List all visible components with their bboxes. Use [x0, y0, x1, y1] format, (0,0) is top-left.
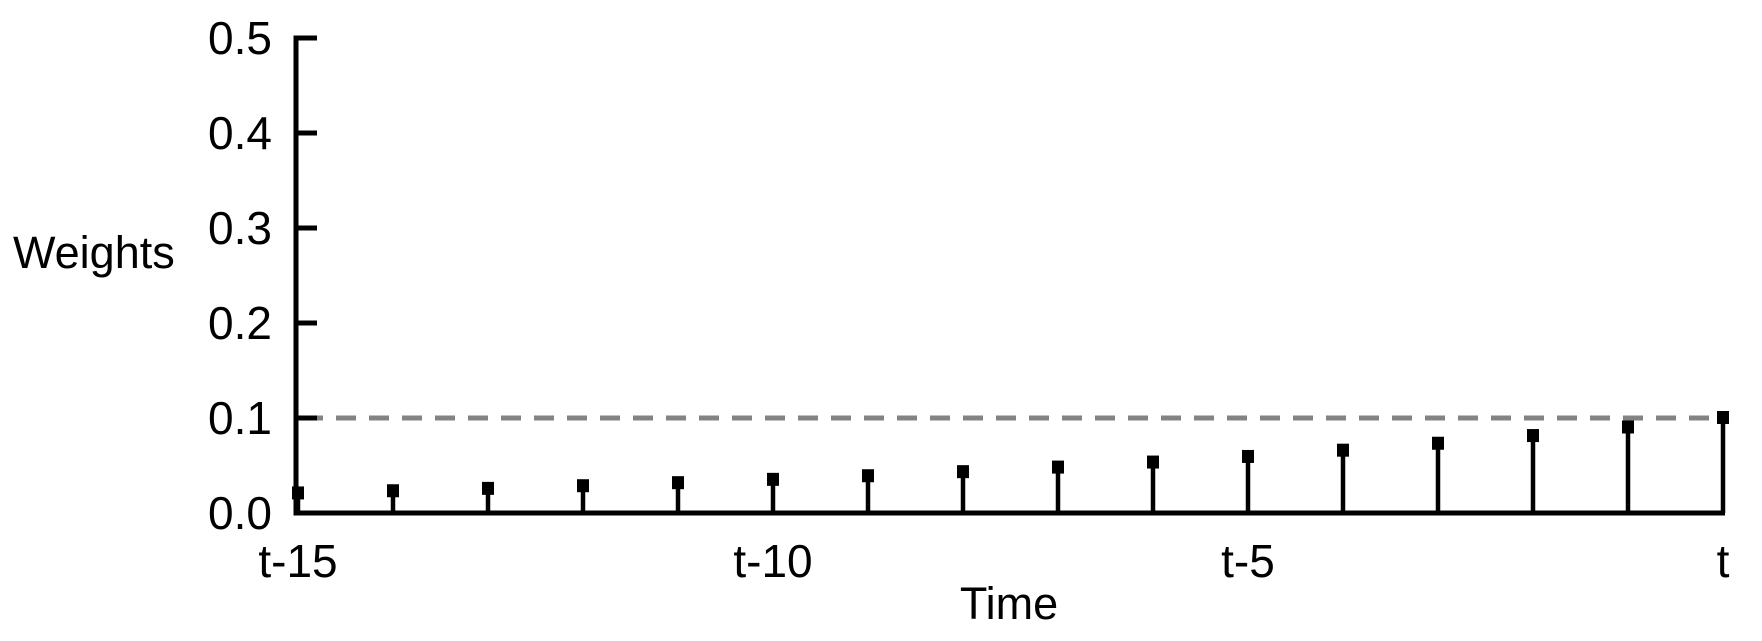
stem-marker — [1052, 460, 1064, 474]
stem-marker — [1337, 443, 1349, 457]
y-tick-label: 0.1 — [208, 392, 272, 444]
stem-marker — [1147, 455, 1159, 469]
y-axis-title: Weights — [13, 227, 175, 278]
y-tick-label: 0.2 — [208, 297, 272, 349]
stem-marker — [767, 472, 779, 486]
x-tick-label: t — [1717, 535, 1730, 587]
stem-marker — [862, 469, 874, 483]
stem-marker — [1527, 429, 1539, 443]
stem-marker — [482, 481, 494, 495]
y-tick-label: 0.5 — [208, 12, 272, 64]
y-tick-label: 0.0 — [208, 487, 272, 539]
x-axis-title: Time — [960, 578, 1058, 629]
x-tick-label: t-15 — [258, 535, 337, 587]
stem-marker — [1717, 411, 1729, 424]
stem-marker — [957, 465, 969, 479]
y-tick-label: 0.4 — [208, 107, 272, 159]
stem-marker — [292, 486, 304, 500]
stem-marker — [387, 484, 399, 498]
stem-marker — [1432, 436, 1444, 450]
plot-area: 0.0 0.1 0.2 0.3 0.4 0.5 t-15 t-10 t-5 t — [208, 12, 1730, 587]
stem-marker — [672, 476, 684, 490]
y-tick-label: 0.3 — [208, 202, 272, 254]
x-tick-label: t-10 — [733, 535, 812, 587]
stem-marker — [1622, 420, 1634, 434]
stem-marker — [1242, 449, 1254, 463]
stem-marker — [577, 479, 589, 493]
x-tick-label: t-5 — [1221, 535, 1275, 587]
